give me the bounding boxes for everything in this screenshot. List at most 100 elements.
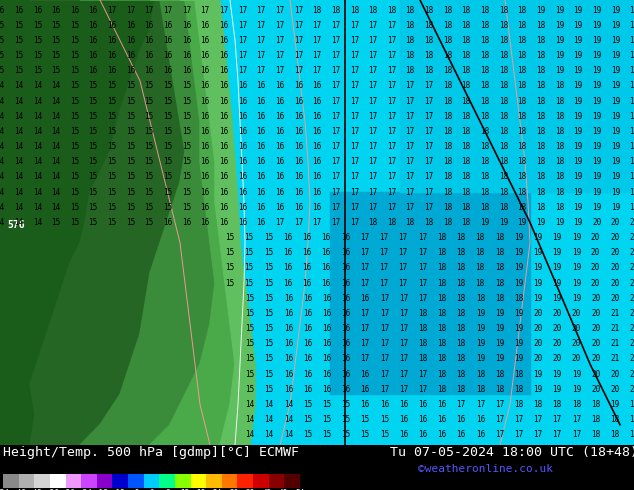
Text: 18: 18 bbox=[555, 142, 564, 151]
Text: 18: 18 bbox=[456, 324, 466, 333]
Text: 19: 19 bbox=[611, 127, 620, 136]
Polygon shape bbox=[0, 0, 155, 445]
Text: 19: 19 bbox=[533, 385, 543, 394]
Text: 15: 15 bbox=[341, 400, 351, 409]
Text: 15: 15 bbox=[264, 279, 273, 288]
Text: 18: 18 bbox=[476, 279, 485, 288]
Text: 18: 18 bbox=[462, 142, 471, 151]
Text: 15: 15 bbox=[70, 188, 79, 196]
Text: 20: 20 bbox=[630, 264, 634, 272]
Text: 16: 16 bbox=[313, 188, 321, 196]
Text: 20: 20 bbox=[610, 369, 619, 379]
Text: 15: 15 bbox=[14, 51, 23, 60]
Text: 15: 15 bbox=[107, 172, 117, 181]
Text: 18: 18 bbox=[437, 354, 446, 364]
Text: 17: 17 bbox=[399, 233, 408, 242]
Text: 15: 15 bbox=[145, 157, 154, 166]
Text: 18: 18 bbox=[443, 172, 452, 181]
Text: 17: 17 bbox=[361, 309, 370, 318]
Text: 14: 14 bbox=[51, 127, 61, 136]
Text: 16: 16 bbox=[256, 81, 266, 91]
Text: 18: 18 bbox=[495, 248, 504, 257]
Text: 16: 16 bbox=[200, 112, 210, 121]
Text: 16: 16 bbox=[238, 142, 247, 151]
Text: 16: 16 bbox=[238, 127, 247, 136]
Text: 20: 20 bbox=[630, 218, 634, 227]
Text: 18: 18 bbox=[517, 188, 527, 196]
Text: 18: 18 bbox=[462, 172, 471, 181]
Text: 15: 15 bbox=[163, 157, 172, 166]
Text: 16: 16 bbox=[275, 203, 284, 212]
Text: 16: 16 bbox=[219, 203, 228, 212]
Text: 14: 14 bbox=[14, 172, 23, 181]
Text: 18: 18 bbox=[443, 188, 452, 196]
Text: 20: 20 bbox=[630, 385, 634, 394]
Text: 17: 17 bbox=[387, 188, 396, 196]
Text: 18: 18 bbox=[499, 203, 508, 212]
Text: 15: 15 bbox=[0, 21, 4, 30]
Text: 19: 19 bbox=[630, 400, 634, 409]
Text: 18: 18 bbox=[368, 218, 378, 227]
Text: 14: 14 bbox=[0, 172, 4, 181]
Text: 16: 16 bbox=[219, 66, 228, 75]
Text: 18: 18 bbox=[480, 21, 489, 30]
Text: 18: 18 bbox=[499, 188, 508, 196]
Text: 17: 17 bbox=[350, 203, 359, 212]
Text: 16: 16 bbox=[275, 172, 284, 181]
Text: 16: 16 bbox=[341, 369, 351, 379]
Text: 17: 17 bbox=[399, 294, 408, 303]
Text: 16: 16 bbox=[163, 51, 172, 60]
Text: 17: 17 bbox=[313, 21, 321, 30]
Text: 18: 18 bbox=[443, 51, 452, 60]
Text: 15: 15 bbox=[70, 142, 79, 151]
Text: 19: 19 bbox=[495, 339, 504, 348]
Text: 18: 18 bbox=[499, 97, 508, 106]
Text: 17: 17 bbox=[387, 66, 396, 75]
Text: 16: 16 bbox=[200, 157, 210, 166]
Text: 16: 16 bbox=[322, 354, 332, 364]
Text: 17: 17 bbox=[331, 21, 340, 30]
Text: 18: 18 bbox=[437, 279, 446, 288]
Text: 19: 19 bbox=[573, 66, 583, 75]
Text: 15: 15 bbox=[303, 415, 312, 424]
Text: 17: 17 bbox=[424, 142, 434, 151]
Text: 15: 15 bbox=[264, 309, 274, 318]
Text: 16: 16 bbox=[238, 112, 247, 121]
Text: 16: 16 bbox=[275, 127, 284, 136]
Text: 18: 18 bbox=[480, 51, 489, 60]
Text: 15: 15 bbox=[182, 142, 191, 151]
Text: 19: 19 bbox=[573, 157, 583, 166]
Text: 17: 17 bbox=[406, 127, 415, 136]
Text: 20: 20 bbox=[592, 218, 601, 227]
Text: 15: 15 bbox=[70, 66, 79, 75]
Text: 15: 15 bbox=[126, 97, 135, 106]
Text: 17: 17 bbox=[331, 127, 340, 136]
Text: 18: 18 bbox=[480, 127, 489, 136]
Text: 16: 16 bbox=[322, 369, 332, 379]
Text: 18: 18 bbox=[456, 294, 466, 303]
Bar bbox=[253, 474, 269, 488]
Text: 15: 15 bbox=[70, 21, 79, 30]
Text: 17: 17 bbox=[256, 21, 266, 30]
Text: 15: 15 bbox=[89, 218, 98, 227]
Text: 14: 14 bbox=[0, 188, 4, 196]
Text: 17: 17 bbox=[360, 233, 369, 242]
Text: 18: 18 bbox=[462, 157, 471, 166]
Text: 18: 18 bbox=[462, 112, 471, 121]
Text: 17: 17 bbox=[379, 233, 389, 242]
Text: 17: 17 bbox=[275, 36, 284, 45]
Text: 18: 18 bbox=[476, 294, 485, 303]
Text: 16: 16 bbox=[294, 188, 303, 196]
Text: 17: 17 bbox=[495, 430, 504, 440]
Text: 18: 18 bbox=[443, 21, 452, 30]
Text: 16: 16 bbox=[275, 157, 284, 166]
Text: 16: 16 bbox=[219, 127, 228, 136]
Text: 19: 19 bbox=[552, 233, 562, 242]
Text: 16: 16 bbox=[313, 142, 321, 151]
Text: 16: 16 bbox=[182, 218, 191, 227]
Text: 14: 14 bbox=[0, 81, 4, 91]
Text: 18: 18 bbox=[443, 157, 452, 166]
Text: 17: 17 bbox=[380, 385, 389, 394]
Text: 17: 17 bbox=[399, 309, 408, 318]
Text: 19: 19 bbox=[553, 294, 562, 303]
